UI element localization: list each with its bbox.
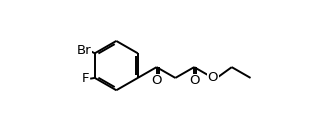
Text: O: O	[189, 75, 199, 87]
Text: O: O	[151, 75, 162, 87]
Text: F: F	[82, 72, 89, 85]
Text: O: O	[208, 71, 218, 84]
Text: Br: Br	[77, 44, 91, 58]
